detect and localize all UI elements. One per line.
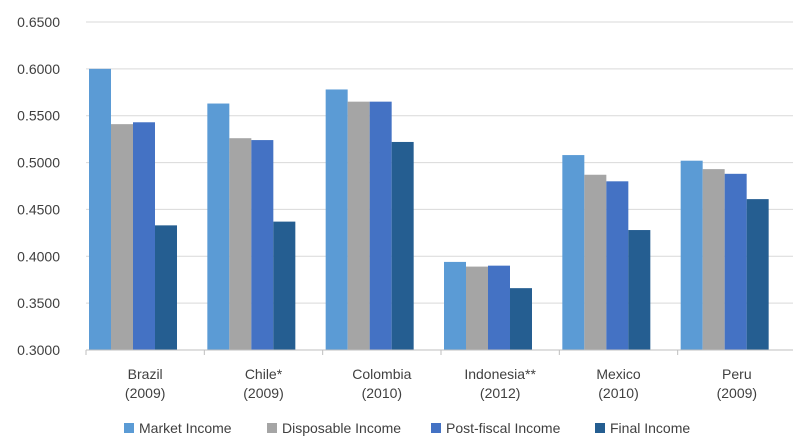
legend-label: Post-fiscal Income <box>446 420 561 436</box>
bars <box>89 68 769 351</box>
legend-label: Final Income <box>610 420 690 436</box>
bar <box>229 138 252 350</box>
bar <box>133 122 155 350</box>
x-category-label: (2009) <box>243 385 283 401</box>
bar <box>111 124 133 350</box>
bar <box>562 155 585 350</box>
y-tick-label: 0.6000 <box>17 61 60 77</box>
y-tick-label: 0.3000 <box>17 342 60 358</box>
bar <box>746 199 769 350</box>
x-category-label: (2009) <box>717 385 757 401</box>
legend-swatch <box>267 423 277 433</box>
x-axis-category-labels: Brazil (2009) Chile* (2009) Colombia (2010) In… <box>125 366 757 401</box>
legend-swatch <box>595 423 605 433</box>
x-axis <box>85 349 793 355</box>
bar <box>510 288 532 350</box>
bar <box>273 221 296 350</box>
y-tick-label: 0.6500 <box>17 14 60 30</box>
x-category-label: Peru <box>722 366 752 382</box>
legend-swatch <box>124 423 134 433</box>
bar <box>466 266 488 350</box>
x-category-label: Brazil <box>128 366 163 382</box>
y-axis-tick-labels: 0.3000 0.3500 0.4000 0.4500 0.5000 0.5500 0.60… <box>17 14 60 358</box>
legend: Market Income Disposable Income Post-fisca… <box>124 420 690 436</box>
x-category-label: Mexico <box>596 366 641 382</box>
y-tick-label: 0.5000 <box>17 155 60 171</box>
y-tick-label: 0.4500 <box>17 201 60 217</box>
bar <box>488 265 510 350</box>
y-tick-label: 0.5500 <box>17 108 60 124</box>
x-category-label: Indonesia** <box>464 366 536 382</box>
x-category-label: (2010) <box>362 385 402 401</box>
y-tick-label: 0.3500 <box>17 295 60 311</box>
gridlines <box>86 21 793 304</box>
bar <box>606 181 629 350</box>
bar <box>369 101 392 351</box>
x-category-label: (2012) <box>480 385 520 401</box>
bar <box>325 89 348 350</box>
bar <box>680 160 703 350</box>
bar <box>628 230 651 350</box>
legend-label: Disposable Income <box>282 420 401 436</box>
x-category-label: (2010) <box>598 385 638 401</box>
bar <box>391 141 414 350</box>
bar <box>155 225 177 350</box>
bar <box>584 174 607 350</box>
y-tick-label: 0.4000 <box>17 248 60 264</box>
bar <box>89 68 111 350</box>
x-category-label: Chile* <box>245 366 283 382</box>
x-category-label: (2009) <box>125 385 165 401</box>
bar <box>444 261 466 350</box>
bar <box>251 140 274 350</box>
bar <box>207 103 230 350</box>
legend-label: Market Income <box>139 420 232 436</box>
bar <box>702 169 725 350</box>
bar <box>347 101 370 351</box>
bar <box>724 173 747 350</box>
legend-swatch <box>431 423 441 433</box>
x-category-label: Colombia <box>352 366 411 382</box>
